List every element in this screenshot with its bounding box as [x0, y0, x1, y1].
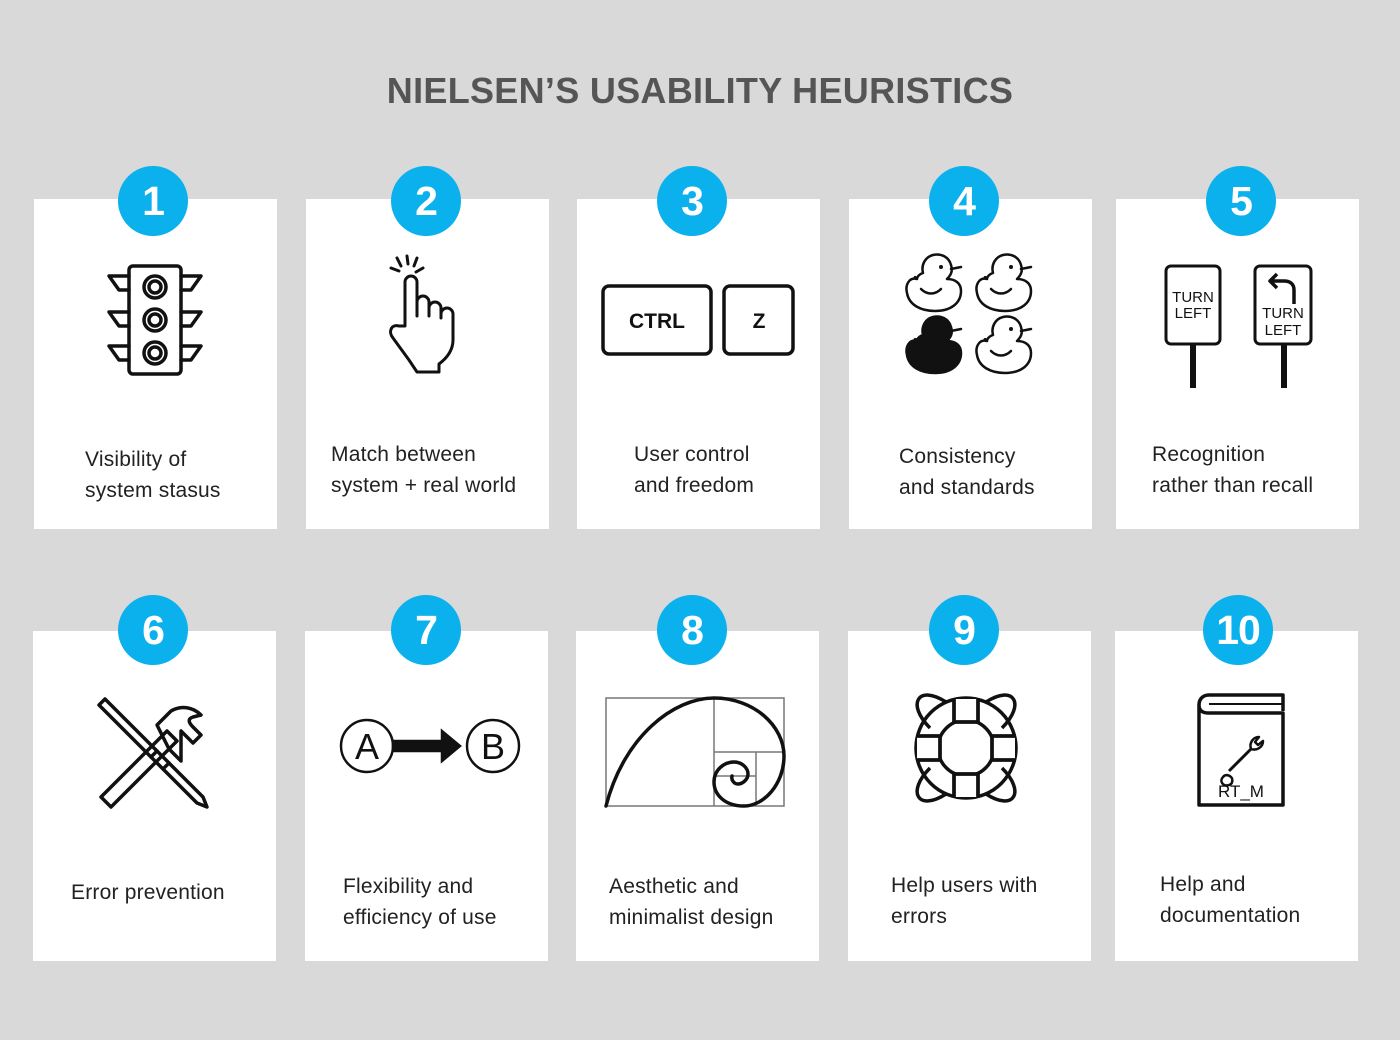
- heuristic-label-6: Error prevention: [71, 881, 225, 904]
- number-badge-5: 5: [1206, 166, 1276, 236]
- heuristic-label-5: Recognition rather than recall: [1152, 443, 1314, 497]
- heuristic-card-8: [576, 631, 819, 961]
- manual-book-icon: RT_M: [1195, 693, 1287, 809]
- ctrl-z-keys-icon: CTRL Z: [601, 284, 795, 358]
- number-badge-8: 8: [657, 595, 727, 665]
- sign-2-line-1: TURN: [1262, 305, 1304, 322]
- z-key-label: Z: [753, 310, 766, 333]
- heuristic-card-4: [849, 199, 1092, 529]
- number-badge-10: 10: [1203, 595, 1273, 665]
- heuristic-label-4: Consistency and standards: [899, 445, 1035, 499]
- number-badge-3: 3: [657, 166, 727, 236]
- heuristic-label-3: User control and freedom: [634, 443, 755, 497]
- number-badge-6: 6: [118, 595, 188, 665]
- rubber-ducks-icon: [903, 251, 1037, 377]
- book-text: RT_M: [1218, 782, 1264, 801]
- traffic-light-icon: [105, 264, 205, 376]
- heuristic-card-6: [33, 631, 276, 961]
- sign-2-line-2: LEFT: [1265, 322, 1302, 339]
- heuristic-card-5: [1116, 199, 1359, 529]
- heuristic-card-10: [1115, 631, 1358, 961]
- ctrl-key-label: CTRL: [629, 310, 685, 333]
- number-badge-9: 9: [929, 595, 999, 665]
- heuristic-label-8: Aesthetic and minimalist design: [609, 875, 774, 929]
- heuristic-card-3: [577, 199, 820, 529]
- heuristic-label-10: Help and documentation: [1160, 873, 1301, 927]
- node-a-label: A: [355, 726, 379, 767]
- number-badge-2: 2: [391, 166, 461, 236]
- sign-1-line-1: TURN: [1172, 289, 1214, 306]
- heuristic-card-7: [305, 631, 548, 961]
- number-badge-7: 7: [391, 595, 461, 665]
- turn-left-signs-icon: TURN LEFT TURN LEFT: [1164, 264, 1314, 390]
- a-to-b-arrow-icon: A B: [338, 717, 522, 775]
- heuristic-label-1: Visibility of system stasus: [85, 448, 221, 502]
- heuristic-card-2: [306, 199, 549, 529]
- heuristic-label-9: Help users with errors: [891, 874, 1038, 928]
- number-badge-1: 1: [118, 166, 188, 236]
- pointing-hand-icon: [385, 254, 475, 376]
- node-b-label: B: [481, 726, 505, 767]
- number-badge-4: 4: [929, 166, 999, 236]
- heuristic-label-7: Flexibility and efficiency of use: [343, 875, 497, 929]
- sign-1-line-2: LEFT: [1175, 305, 1212, 322]
- heuristic-label-2: Match between system + real world: [331, 443, 517, 497]
- page-title: NIELSEN’S USABILITY HEURISTICS: [386, 70, 1014, 111]
- life-buoy-icon: [906, 688, 1026, 808]
- golden-spiral-icon: [604, 696, 786, 808]
- hammer-screwdriver-icon: [97, 697, 211, 809]
